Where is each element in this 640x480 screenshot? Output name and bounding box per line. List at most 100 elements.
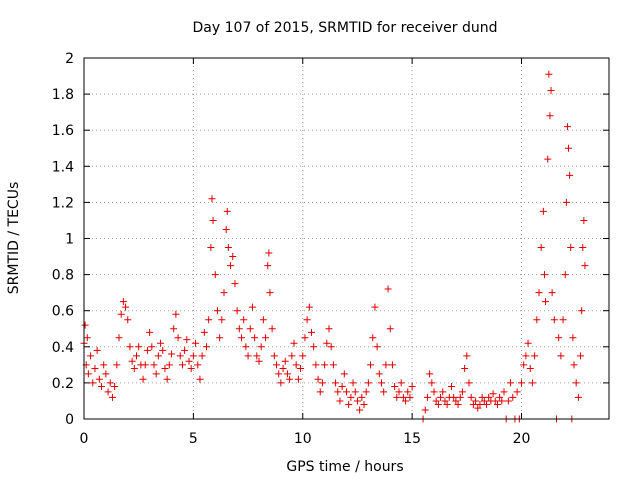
x-axis-label: GPS time / hours bbox=[286, 459, 403, 475]
data-point bbox=[478, 393, 486, 401]
y-tick-label: 1.8 bbox=[52, 87, 74, 103]
data-point bbox=[205, 316, 213, 324]
data-point bbox=[87, 352, 95, 360]
data-point bbox=[133, 352, 140, 360]
data-point bbox=[312, 361, 320, 369]
data-point bbox=[308, 328, 315, 336]
data-point bbox=[268, 325, 276, 333]
data-point bbox=[314, 375, 322, 383]
data-point bbox=[343, 388, 350, 396]
data-point bbox=[472, 397, 480, 405]
data-point bbox=[196, 375, 204, 383]
data-point bbox=[209, 216, 217, 224]
data-point bbox=[565, 144, 573, 152]
data-point bbox=[406, 393, 414, 401]
data-point bbox=[522, 352, 530, 360]
data-point bbox=[563, 123, 571, 131]
data-point bbox=[548, 289, 556, 297]
data-point bbox=[504, 397, 512, 405]
data-point bbox=[559, 316, 567, 324]
data-point bbox=[316, 388, 324, 396]
data-point bbox=[265, 249, 273, 257]
data-point bbox=[231, 280, 239, 288]
data-point bbox=[220, 289, 228, 297]
data-point bbox=[572, 379, 580, 387]
x-tick-label: 10 bbox=[294, 431, 312, 447]
data-point bbox=[222, 225, 230, 233]
data-point bbox=[122, 303, 130, 311]
data-point bbox=[439, 388, 447, 396]
data-point bbox=[283, 370, 291, 378]
data-point bbox=[257, 343, 265, 351]
x-tick-labels: 0 5 10 15 20 bbox=[80, 431, 531, 447]
data-point bbox=[537, 244, 545, 252]
data-point bbox=[194, 361, 202, 369]
y-tick-label: 1.2 bbox=[52, 195, 74, 211]
data-point bbox=[264, 262, 272, 270]
data-point bbox=[535, 289, 543, 297]
data-point bbox=[528, 379, 536, 387]
data-point bbox=[170, 325, 178, 333]
data-point bbox=[367, 361, 375, 369]
y-tick-label: 1.6 bbox=[52, 123, 74, 139]
data-point bbox=[456, 393, 464, 401]
data-point bbox=[135, 343, 143, 351]
data-point bbox=[353, 397, 361, 405]
data-point bbox=[489, 390, 497, 398]
data-point bbox=[286, 375, 294, 383]
y-axis-label: SRMTID / TECUs bbox=[6, 182, 22, 295]
y-tick-label: 0.2 bbox=[52, 376, 74, 392]
data-point bbox=[443, 401, 451, 409]
data-point bbox=[485, 393, 493, 401]
data-point bbox=[159, 346, 167, 354]
data-point bbox=[351, 388, 359, 396]
data-point bbox=[345, 401, 353, 409]
data-point bbox=[113, 361, 121, 369]
data-point bbox=[163, 375, 171, 383]
data-point bbox=[448, 383, 455, 391]
data-point bbox=[183, 336, 191, 344]
data-point bbox=[281, 357, 289, 365]
data-point bbox=[275, 370, 283, 378]
data-point bbox=[91, 364, 99, 372]
data-point bbox=[391, 383, 399, 391]
data-point bbox=[305, 303, 313, 311]
data-point bbox=[452, 397, 460, 405]
data-point bbox=[569, 334, 577, 342]
data-point bbox=[378, 379, 385, 387]
data-point bbox=[200, 328, 208, 336]
data-point bbox=[340, 370, 348, 378]
data-point bbox=[192, 339, 200, 347]
data-point bbox=[229, 253, 237, 261]
data-point bbox=[266, 289, 274, 297]
data-point bbox=[544, 155, 552, 163]
data-point bbox=[178, 361, 186, 369]
data-point bbox=[181, 346, 189, 354]
data-point bbox=[292, 361, 300, 369]
x-tick-label: 0 bbox=[80, 431, 89, 447]
data-point bbox=[465, 379, 473, 387]
data-point bbox=[172, 310, 180, 318]
data-point bbox=[165, 361, 173, 369]
data-point bbox=[388, 361, 396, 369]
data-point bbox=[244, 352, 252, 360]
data-point bbox=[566, 171, 574, 179]
data-point bbox=[562, 198, 570, 206]
data-point bbox=[126, 343, 134, 351]
data-point bbox=[294, 375, 302, 383]
data-point bbox=[187, 364, 195, 372]
data-point bbox=[218, 316, 226, 324]
data-point bbox=[461, 364, 469, 372]
data-point bbox=[546, 112, 554, 120]
data-point bbox=[211, 271, 219, 279]
data-point bbox=[189, 352, 197, 360]
data-point bbox=[493, 401, 501, 409]
data-point bbox=[270, 352, 278, 360]
data-point bbox=[108, 393, 116, 401]
data-point bbox=[83, 334, 91, 342]
data-point bbox=[233, 307, 241, 315]
data-point bbox=[327, 343, 335, 351]
data-point bbox=[432, 397, 440, 405]
y-tick-label: 1 bbox=[65, 232, 74, 248]
